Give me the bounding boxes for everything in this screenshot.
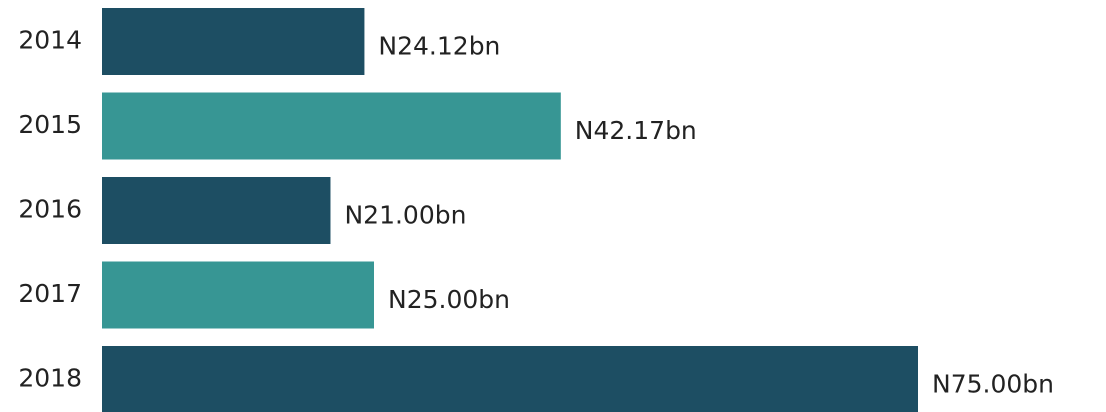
- value-label: N42.17bn: [575, 116, 697, 145]
- bar: [102, 261, 374, 329]
- bar: [102, 92, 561, 160]
- bar: [102, 346, 918, 412]
- value-label: N21.00bn: [344, 201, 466, 230]
- category-label: 2015: [18, 110, 82, 139]
- category-label: 2018: [18, 364, 82, 393]
- category-label: 2016: [18, 195, 82, 224]
- category-label: 2014: [18, 26, 82, 55]
- value-label: N24.12bn: [378, 32, 500, 61]
- category-label: 2017: [18, 279, 82, 308]
- bar: [102, 8, 365, 75]
- value-label: N75.00bn: [932, 370, 1054, 399]
- bar: [102, 177, 331, 244]
- value-label: N25.00bn: [388, 285, 510, 314]
